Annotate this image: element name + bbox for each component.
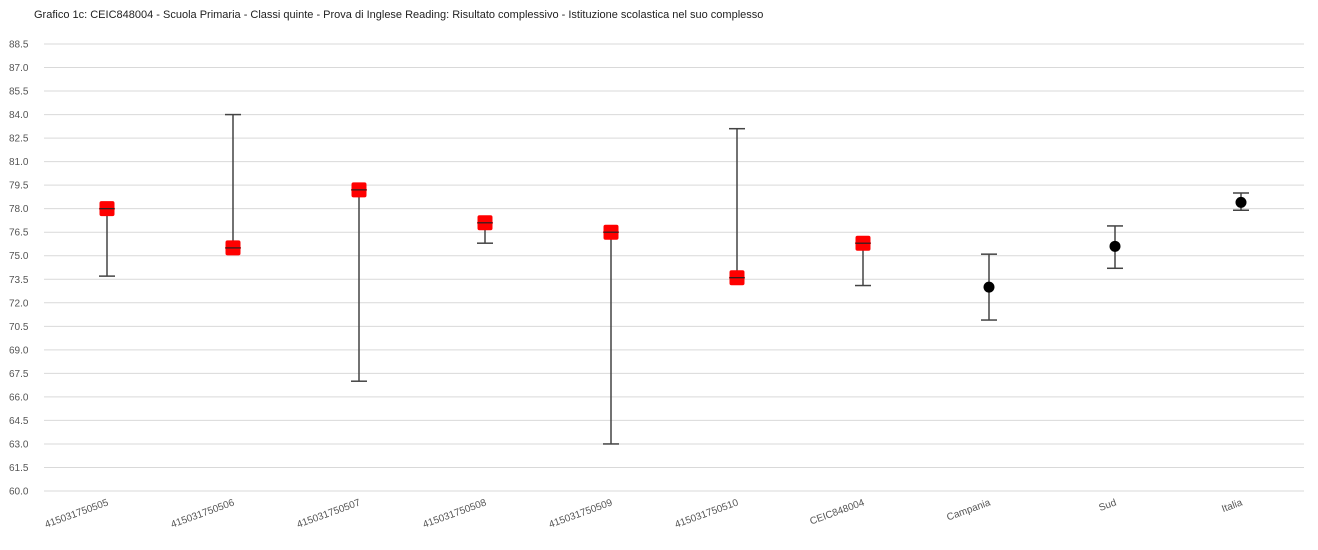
y-tick-label: 61.5 bbox=[9, 463, 29, 474]
x-tick-label: Campania bbox=[945, 497, 992, 523]
y-tick-label: 81.0 bbox=[9, 157, 29, 168]
y-axis-ticks: 88.5 87.0 85.5 84.0 82.5 81.0 79.5 78.0 76.5 75.0… bbox=[9, 40, 29, 498]
gridlines bbox=[44, 43, 1304, 492]
x-tick-label: 415031750507 bbox=[296, 497, 363, 530]
x-tick-label: CEIC848004 bbox=[808, 497, 866, 527]
y-tick-label: 82.5 bbox=[9, 134, 29, 145]
x-tick-label: 415031750506 bbox=[170, 497, 237, 530]
y-tick-label: 63.0 bbox=[9, 439, 29, 450]
y-tick-label: 72.0 bbox=[9, 298, 29, 309]
y-tick-label: 84.0 bbox=[9, 110, 29, 121]
y-tick-label: 69.0 bbox=[9, 345, 29, 356]
x-tick-label: 415031750505 bbox=[44, 497, 111, 530]
y-tick-label: 67.5 bbox=[9, 369, 29, 380]
y-tick-label: 88.5 bbox=[9, 40, 29, 51]
data-markers bbox=[99, 182, 1247, 293]
y-tick-label: 73.5 bbox=[9, 275, 29, 286]
y-tick-label: 64.5 bbox=[9, 416, 29, 427]
y-tick-label: 78.0 bbox=[9, 204, 29, 215]
y-tick-label: 79.5 bbox=[9, 181, 29, 192]
x-tick-label: Sud bbox=[1098, 497, 1118, 513]
y-tick-label: 76.5 bbox=[9, 228, 29, 239]
x-axis-ticks: 415031750505 415031750506 415031750507 4150… bbox=[44, 497, 1245, 530]
x-tick-label: 415031750509 bbox=[548, 497, 615, 530]
y-tick-label: 87.0 bbox=[9, 63, 29, 74]
y-tick-label: 75.0 bbox=[9, 251, 29, 262]
y-tick-label: 85.5 bbox=[9, 87, 29, 98]
data-point-circle bbox=[1235, 196, 1247, 208]
y-tick-label: 66.0 bbox=[9, 392, 29, 403]
x-tick-label: 415031750510 bbox=[674, 497, 741, 530]
y-tick-label: 60.0 bbox=[9, 487, 29, 498]
data-point-circle bbox=[983, 281, 995, 293]
y-tick-label: 70.5 bbox=[9, 322, 29, 333]
data-point-circle bbox=[1109, 240, 1121, 252]
chart-title: Grafico 1c: CEIC848004 - Scuola Primaria… bbox=[34, 9, 764, 21]
x-tick-label: Italia bbox=[1220, 497, 1244, 515]
x-tick-label: 415031750508 bbox=[422, 497, 489, 530]
